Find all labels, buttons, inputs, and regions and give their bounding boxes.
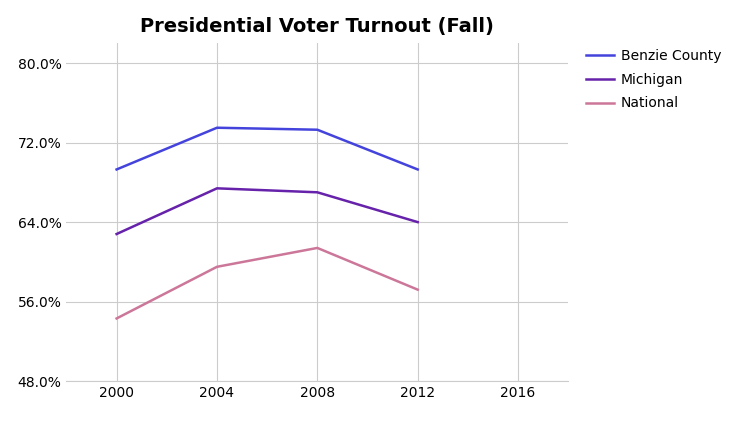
Line: Michigan: Michigan — [117, 188, 418, 234]
Line: National: National — [117, 248, 418, 318]
Title: Presidential Voter Turnout (Fall): Presidential Voter Turnout (Fall) — [140, 17, 494, 36]
Michigan — [313, 190, 322, 195]
National — [213, 264, 221, 269]
Michigan — [213, 186, 221, 191]
National — [112, 316, 121, 321]
Benzie County — [112, 167, 121, 172]
National — [313, 246, 322, 251]
Benzie County — [213, 125, 221, 130]
Benzie County — [313, 127, 322, 132]
Legend: Benzie County, Michigan, National: Benzie County, Michigan, National — [580, 43, 726, 116]
Michigan — [413, 220, 422, 225]
Benzie County — [413, 167, 422, 172]
National — [413, 287, 422, 292]
Line: Benzie County: Benzie County — [117, 128, 418, 169]
Michigan — [112, 231, 121, 236]
